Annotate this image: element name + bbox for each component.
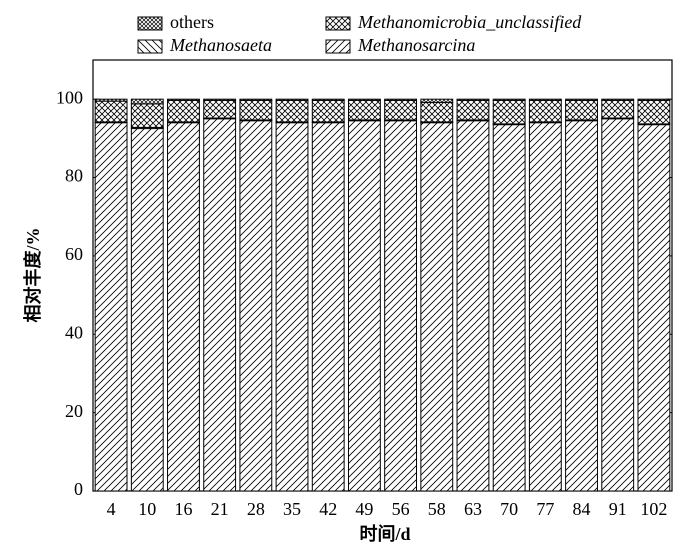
legend-swatch bbox=[325, 16, 351, 31]
x-tick-label: 42 bbox=[319, 499, 337, 519]
bar-segment bbox=[347, 120, 381, 492]
bar-segment bbox=[311, 98, 345, 101]
bar-segment bbox=[94, 100, 128, 123]
x-tick-label: 70 bbox=[500, 499, 518, 519]
bar-segment bbox=[311, 122, 345, 492]
x-tick-label: 4 bbox=[107, 499, 116, 519]
bar-segment bbox=[565, 99, 598, 121]
y-tick-label: 80 bbox=[65, 166, 83, 186]
bar-segment bbox=[239, 98, 273, 101]
bar-segment bbox=[239, 120, 273, 492]
y-tick-label: 20 bbox=[65, 401, 83, 421]
bar-segment bbox=[565, 120, 598, 492]
bar-segment bbox=[601, 118, 635, 492]
x-tick-label: 16 bbox=[174, 499, 192, 519]
y-tick-label: 40 bbox=[65, 322, 83, 342]
bar-segment bbox=[384, 99, 418, 121]
bar-segment bbox=[528, 98, 562, 101]
x-tick-label: 58 bbox=[428, 499, 446, 519]
bar-segment bbox=[456, 98, 490, 101]
plot-frame bbox=[92, 59, 673, 492]
bar-segment bbox=[239, 99, 273, 121]
bar-segment bbox=[456, 99, 490, 121]
legend-swatch bbox=[325, 39, 351, 54]
bar-segment bbox=[347, 99, 381, 121]
bar-segment bbox=[528, 122, 562, 492]
bar-segment bbox=[637, 98, 671, 101]
bar-segment bbox=[492, 124, 526, 492]
bar-segment bbox=[130, 103, 164, 128]
legend-label: Methanosarcina bbox=[357, 35, 475, 55]
bar-segment bbox=[420, 122, 454, 492]
x-tick-label: 35 bbox=[283, 499, 301, 519]
bar-segment bbox=[420, 98, 454, 103]
y-tick-label: 100 bbox=[56, 87, 83, 107]
bar-segment bbox=[347, 98, 381, 101]
legend-swatch bbox=[137, 16, 163, 31]
bar-segment bbox=[311, 99, 345, 123]
x-tick-label: 77 bbox=[536, 499, 554, 519]
y-tick-label: 0 bbox=[74, 479, 83, 499]
legend-swatch bbox=[137, 39, 163, 54]
bar-segment bbox=[203, 99, 237, 119]
x-tick-label: 10 bbox=[138, 499, 156, 519]
bar-segment bbox=[384, 98, 418, 101]
legend-label: Methanomicrobia_unclassified bbox=[357, 12, 582, 32]
x-tick-label: 56 bbox=[392, 499, 410, 519]
x-tick-label: 28 bbox=[247, 499, 265, 519]
x-tick-label: 91 bbox=[609, 499, 627, 519]
bar-segment bbox=[130, 128, 164, 492]
bar-segment bbox=[492, 99, 526, 125]
x-tick-label: 102 bbox=[640, 499, 667, 519]
bar-segment bbox=[456, 120, 490, 492]
bar-segment bbox=[528, 99, 562, 123]
bar-segment bbox=[94, 98, 128, 102]
bar-segment bbox=[275, 99, 309, 123]
bar-segment bbox=[492, 98, 526, 101]
bar-segment bbox=[203, 98, 237, 101]
legend-label: Methanosaeta bbox=[169, 35, 272, 55]
bar-segment bbox=[275, 122, 309, 492]
x-axis-label: 时间/d bbox=[359, 524, 410, 544]
bar-segment bbox=[601, 98, 635, 101]
x-tick-label: 21 bbox=[211, 499, 229, 519]
bar-segment bbox=[275, 98, 309, 101]
bar-segment bbox=[637, 124, 671, 492]
bar-segment bbox=[384, 120, 418, 492]
x-tick-label: 84 bbox=[573, 499, 591, 519]
bar-segment bbox=[637, 99, 671, 125]
bar-segment bbox=[167, 122, 200, 492]
bar-segment bbox=[565, 98, 598, 101]
x-tick-label: 63 bbox=[464, 499, 482, 519]
bar-segment bbox=[167, 99, 200, 123]
bar-segment bbox=[167, 98, 200, 101]
x-tick-label: 49 bbox=[355, 499, 373, 519]
legend-label: others bbox=[170, 12, 214, 32]
bar-segment bbox=[601, 99, 635, 119]
y-tick-label: 60 bbox=[65, 244, 83, 264]
bar-segment bbox=[203, 118, 237, 492]
y-axis-label: 相对丰度/% bbox=[22, 227, 43, 322]
bar-segment bbox=[420, 101, 454, 123]
bar-segment bbox=[94, 122, 128, 492]
bar-segment bbox=[130, 98, 164, 105]
